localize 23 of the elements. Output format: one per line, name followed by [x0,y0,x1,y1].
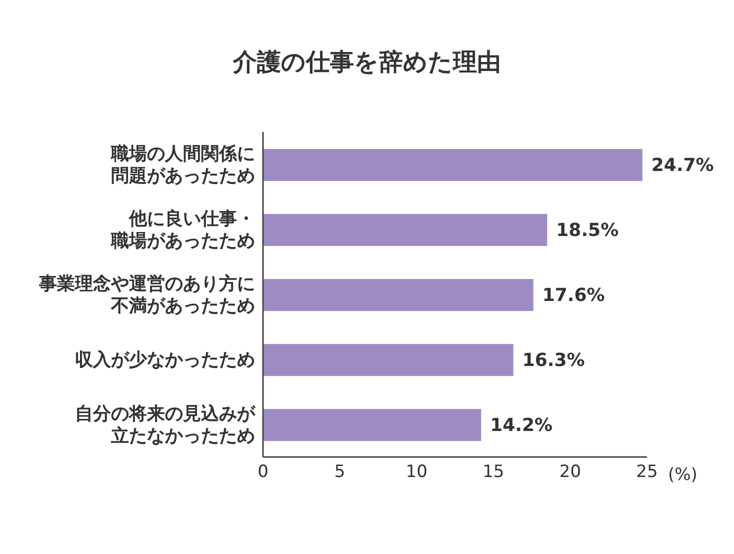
data-label: 17.6% [542,285,605,306]
y-tick-label: 自分の将来の見込みが立たなかったため [75,404,256,446]
bar [263,409,482,441]
data-label: 16.3% [522,350,585,371]
bar [263,344,514,376]
y-tick-label: 事業理念や運営のあり方に不満があったため [38,274,255,316]
x-tick-label: 25 [636,462,658,482]
x-tick-label: 0 [258,462,268,482]
chart-title: 介護の仕事を辞めた理由 [232,47,502,78]
bar [263,149,642,181]
data-label: 14.2% [490,415,553,436]
bar [263,279,534,311]
x-tick-label: 20 [559,462,582,482]
data-label: 24.7% [651,155,714,176]
x-tick-label: 15 [482,462,504,482]
x-tick-label: 5 [334,462,346,482]
y-tick-label: 収入が少なかったため [75,350,255,370]
x-tick-label: 10 [406,462,428,482]
y-tick-label: 職場の人間関係に問題があったため [110,144,255,186]
y-tick-label: 他に良い仕事・職場があったため [110,208,255,252]
data-label: 18.5% [556,220,619,241]
x-axis-title: (%) [668,465,698,485]
bar [263,214,548,246]
